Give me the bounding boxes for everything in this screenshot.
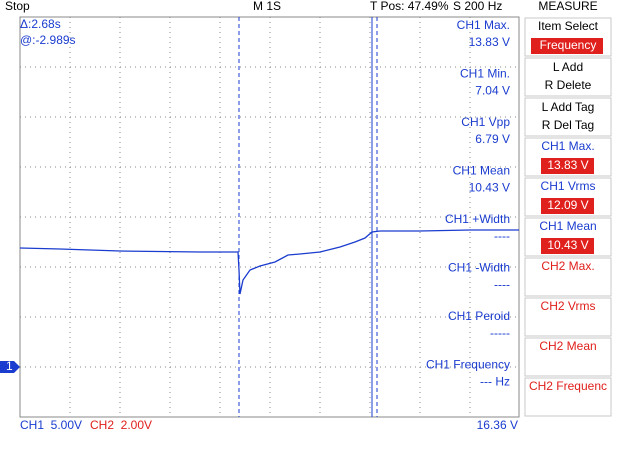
trigger-level: 16.36 V [477, 418, 518, 432]
waveform [19, 229, 519, 295]
menu-item[interactable]: CH1 Max. 13.83 V [524, 137, 612, 177]
cursor-delta: Δ:2.68s [20, 17, 61, 31]
measurement-label: CH1 Peroid [448, 309, 510, 323]
measurement-label: CH1 Max. [457, 18, 510, 32]
sample-rate: S 200 Hz [453, 0, 502, 13]
channel-marker [0, 361, 20, 373]
measurement-value: --- Hz [480, 375, 510, 389]
measurement-label: CH1 Frequency [426, 358, 510, 372]
menu-item[interactable]: CH2 Frequenc [524, 377, 612, 417]
menu-text: R Delete [545, 78, 592, 92]
cursor-at: @:-2.989s [20, 33, 76, 47]
menu-box [524, 57, 612, 97]
graticule [20, 17, 519, 417]
menu-item[interactable]: Item Select Frequency [524, 17, 612, 57]
measurement-value: 13.83 V [469, 35, 510, 49]
menu-value-bg [541, 158, 594, 174]
measurement-label: CH1 Vpp [461, 115, 510, 129]
menu-item[interactable]: L Add Tag R Del Tag [524, 97, 612, 137]
menu-box [524, 177, 612, 217]
menu-label: CH1 Max. [541, 139, 594, 153]
menu-box [524, 337, 612, 377]
measurement-value: 6.79 V [475, 132, 510, 146]
measurement-value: ----- [490, 326, 510, 340]
menu-label: CH1 Mean [539, 219, 596, 233]
menu-item[interactable]: CH1 Vrms 12.09 V [524, 177, 612, 217]
measurement-value: 7.04 V [475, 84, 510, 98]
menu-value: 10.43 V [547, 238, 588, 252]
menu-box [524, 257, 612, 297]
timebase: M 1S [253, 0, 281, 13]
measurement-value: ---- [494, 229, 510, 243]
menu-value: Frequency [540, 38, 597, 52]
menu-item[interactable]: CH1 Mean 10.43 V [524, 217, 612, 257]
menu-item[interactable]: CH2 Max. [524, 257, 612, 297]
menu-label: CH2 Max. [541, 259, 594, 273]
measurement-label: CH1 Min. [460, 67, 510, 81]
menu-box [524, 377, 612, 417]
menu-box [524, 97, 612, 137]
menu-label: CH2 Mean [539, 339, 596, 353]
measurement-value: ---- [494, 278, 510, 292]
trigger-position: T Pos: 47.49% [370, 0, 449, 13]
menu-label: CH1 Vrms [541, 179, 596, 193]
channel-marker-label: 1 [6, 359, 13, 373]
menu-label: CH2 Vrms [541, 299, 596, 313]
menu-value-bg [531, 38, 603, 54]
ch2-scale: CH2 2.00V [90, 418, 152, 432]
menu-value: 12.09 V [547, 198, 588, 212]
menu-item[interactable]: CH2 Mean [524, 337, 612, 377]
menu-item[interactable]: L Add R Delete [524, 57, 612, 97]
menu-value-bg [541, 238, 594, 254]
ch1-scale: CH1 5.00V [20, 418, 82, 432]
measurement-label: CH1 -Width [448, 261, 510, 275]
menu-title: MEASURE [538, 0, 597, 13]
menu-label: Item Select [538, 19, 599, 33]
menu-box [524, 297, 612, 337]
menu-text: R Del Tag [542, 118, 594, 132]
menu-value: 13.83 V [547, 158, 588, 172]
status: Stop [5, 0, 30, 13]
measurement-label: CH1 +Width [445, 212, 510, 226]
menu-text: L Add Tag [542, 100, 595, 114]
menu-value-bg [541, 198, 594, 214]
menu-text: L Add [553, 60, 583, 74]
measurement-value: 10.43 V [469, 181, 510, 195]
measurement-label: CH1 Mean [453, 164, 510, 178]
plot-border [19, 16, 520, 418]
menu-item[interactable]: CH2 Vrms [524, 297, 612, 337]
menu-label: CH2 Frequenc [529, 379, 607, 393]
